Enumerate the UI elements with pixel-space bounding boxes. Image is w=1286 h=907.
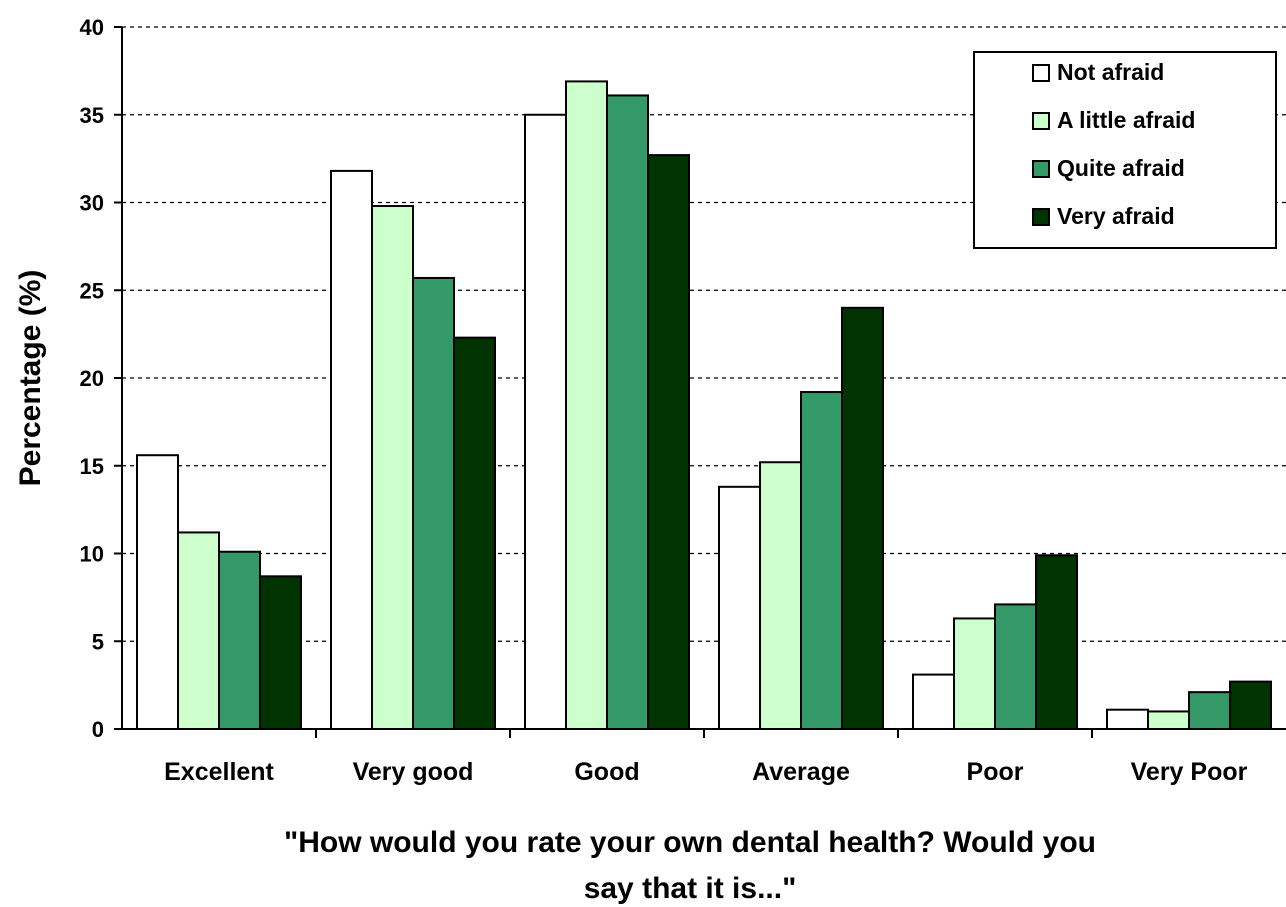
- y-axis-title: Percentage (%): [14, 270, 47, 487]
- y-tick-label: 10: [80, 542, 104, 567]
- y-tick-label: 35: [80, 103, 104, 128]
- legend-box: [973, 51, 1277, 249]
- y-tick-label: 25: [80, 278, 104, 303]
- bar-very-afraid: [647, 154, 690, 731]
- x-category-label: Very good: [353, 758, 474, 786]
- bar-quite-afraid: [1188, 691, 1231, 731]
- bar-not-afraid: [912, 673, 955, 730]
- bar-a-little-afraid: [1147, 710, 1190, 731]
- bar-a-little-afraid: [759, 461, 802, 730]
- bars: [136, 80, 1272, 731]
- x-category-label: Excellent: [164, 758, 274, 786]
- x-axis-title-line-1: "How would you rate your own dental heal…: [284, 826, 1096, 859]
- bar-not-afraid: [718, 485, 761, 730]
- x-category-label: Poor: [967, 758, 1024, 786]
- bar-quite-afraid: [606, 94, 649, 730]
- legend-swatch: [1032, 208, 1050, 226]
- bar-quite-afraid: [218, 550, 261, 730]
- bar-very-afraid: [1035, 554, 1078, 730]
- axes: [114, 26, 1286, 738]
- y-tick-label: 0: [92, 717, 104, 742]
- y-tick-label: 20: [80, 366, 104, 391]
- y-tick-label: 30: [80, 191, 104, 216]
- y-tick-labels: 0 5 10 15 20 25 30 35 40: [80, 15, 104, 742]
- bar-a-little-afraid: [565, 80, 608, 730]
- x-axis-title-line-2: say that it is...": [584, 872, 797, 905]
- bar-a-little-afraid: [177, 531, 220, 730]
- bar-quite-afraid: [800, 391, 843, 730]
- bar-not-afraid: [524, 113, 567, 730]
- legend-label: Very afraid: [1057, 203, 1175, 229]
- legend: Not afraid A little afraid Quite afraid Ver…: [973, 51, 1277, 249]
- x-category-label: Good: [574, 758, 639, 786]
- legend-swatch: [1032, 112, 1050, 130]
- y-tick-label: 5: [92, 629, 104, 654]
- legend-swatch: [1032, 64, 1050, 82]
- bar-a-little-afraid: [371, 205, 414, 730]
- bar-not-afraid: [1106, 708, 1149, 731]
- x-category-label: Average: [752, 758, 850, 786]
- x-category-labels: Excellent Very good Good Average Poor Very Po…: [164, 758, 1248, 786]
- legend-label: Not afraid: [1057, 59, 1164, 85]
- bar-a-little-afraid: [953, 617, 996, 730]
- bar-not-afraid: [330, 169, 373, 731]
- y-tick-label: 15: [80, 454, 104, 479]
- x-category-label: Very Poor: [1131, 758, 1248, 786]
- bar-very-afraid: [841, 306, 884, 730]
- legend-label: Quite afraid: [1057, 155, 1185, 181]
- bar-quite-afraid: [412, 276, 455, 730]
- bar-not-afraid: [136, 454, 179, 730]
- bar-very-afraid: [453, 336, 496, 730]
- bar-very-afraid: [259, 575, 302, 730]
- bar-very-afraid: [1229, 680, 1272, 730]
- legend-swatch: [1032, 160, 1050, 178]
- legend-label: A little afraid: [1057, 107, 1195, 133]
- y-tick-label: 40: [80, 15, 104, 40]
- bar-quite-afraid: [994, 603, 1037, 731]
